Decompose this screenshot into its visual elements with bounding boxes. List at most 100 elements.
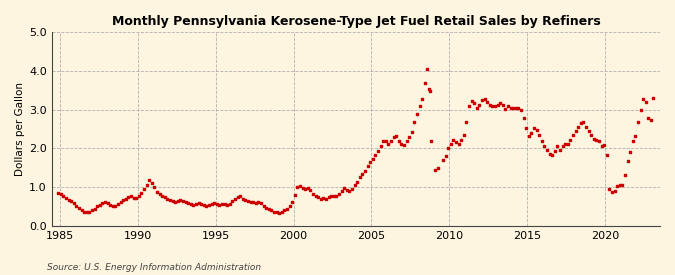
Point	[214, 202, 225, 207]
Point	[326, 194, 337, 198]
Point	[172, 199, 183, 203]
Point	[217, 202, 227, 206]
Point	[549, 148, 560, 153]
Point	[333, 192, 344, 196]
Point	[196, 202, 207, 206]
Point	[468, 100, 479, 105]
Point	[596, 144, 607, 148]
Point	[437, 158, 448, 162]
Point	[513, 105, 524, 110]
Point	[188, 202, 199, 207]
Point	[612, 184, 622, 189]
Point	[643, 116, 653, 120]
Point	[568, 133, 578, 137]
Point	[354, 175, 365, 180]
Point	[624, 150, 635, 154]
Point	[82, 210, 92, 214]
Point	[248, 200, 259, 204]
Point	[443, 146, 454, 150]
Point	[632, 120, 643, 124]
Point	[477, 98, 487, 102]
Point	[175, 198, 186, 202]
Point	[552, 144, 563, 148]
Point	[178, 199, 188, 203]
Point	[224, 202, 235, 206]
Point	[523, 134, 534, 138]
Point	[505, 105, 516, 110]
Point	[433, 166, 443, 171]
Point	[398, 143, 409, 147]
Point	[362, 164, 373, 168]
Point	[426, 138, 437, 143]
Point	[274, 211, 285, 215]
Point	[489, 103, 500, 108]
Point	[638, 97, 649, 101]
Point	[537, 138, 547, 143]
Point	[240, 198, 251, 202]
Point	[110, 204, 121, 208]
Point	[63, 198, 74, 202]
Point	[313, 195, 323, 199]
Point	[423, 87, 434, 92]
Point	[105, 203, 115, 208]
Point	[412, 112, 423, 116]
Point	[529, 126, 539, 130]
Point	[269, 209, 279, 214]
Point	[391, 134, 402, 138]
Point	[107, 204, 118, 209]
Point	[193, 201, 204, 206]
Point	[211, 202, 222, 206]
Point	[622, 158, 633, 163]
Point	[617, 183, 628, 187]
Point	[305, 188, 316, 192]
Point	[541, 148, 552, 152]
Point	[586, 133, 597, 137]
Point	[344, 188, 355, 193]
Point	[79, 210, 90, 214]
Point	[123, 195, 134, 199]
Point	[141, 183, 152, 187]
Point	[630, 134, 641, 138]
Point	[250, 200, 261, 205]
Point	[370, 153, 381, 157]
Point	[474, 103, 485, 107]
Point	[562, 142, 573, 147]
Point	[245, 200, 256, 204]
Point	[219, 202, 230, 206]
Point	[575, 121, 586, 126]
Point	[201, 204, 212, 208]
Point	[401, 138, 412, 143]
Point	[599, 143, 610, 147]
Point	[583, 129, 594, 133]
Point	[430, 167, 441, 172]
Point	[232, 195, 243, 199]
Point	[302, 186, 313, 191]
Point	[645, 118, 656, 123]
Point	[74, 206, 84, 211]
Point	[620, 173, 630, 178]
Point	[149, 185, 160, 189]
Point	[66, 199, 77, 204]
Point	[591, 138, 601, 142]
Point	[503, 104, 514, 109]
Point	[648, 96, 659, 100]
Point	[95, 203, 105, 207]
Point	[165, 198, 176, 202]
Point	[419, 81, 430, 85]
Point	[487, 104, 497, 109]
Point	[227, 199, 238, 204]
Point	[609, 189, 620, 193]
Point	[385, 138, 396, 143]
Point	[183, 201, 194, 205]
Point	[572, 125, 583, 129]
Point	[534, 133, 545, 137]
Point	[604, 187, 615, 191]
Point	[508, 105, 518, 110]
Point	[471, 105, 482, 110]
Point	[510, 105, 521, 110]
Point	[394, 138, 404, 143]
Point	[315, 197, 326, 201]
Point	[162, 197, 173, 201]
Point	[367, 157, 378, 161]
Point	[144, 178, 155, 182]
